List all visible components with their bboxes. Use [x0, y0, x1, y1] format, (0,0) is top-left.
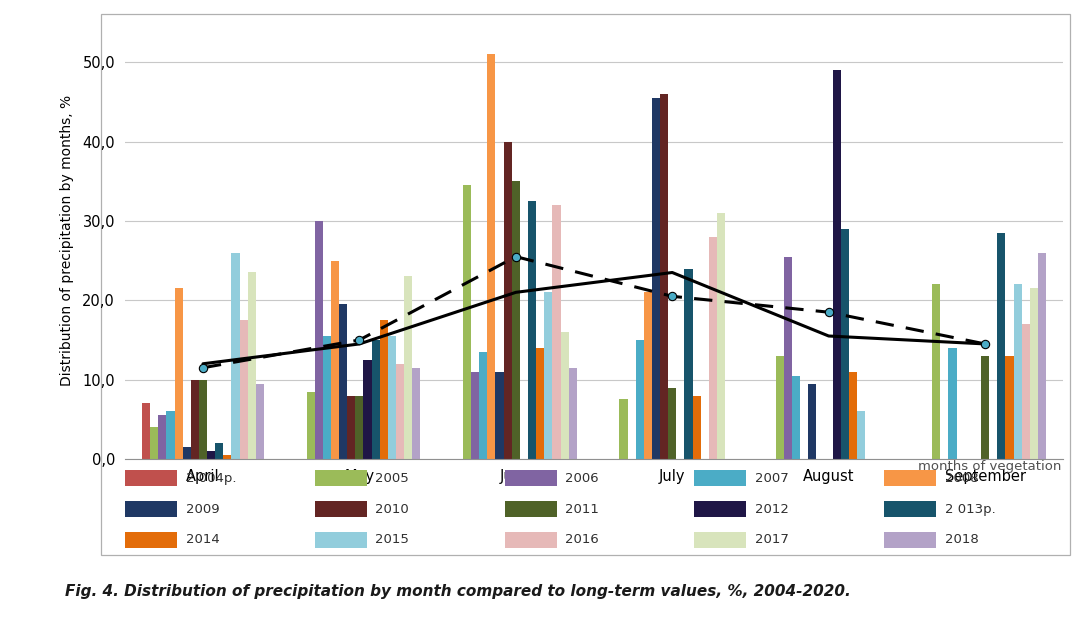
Text: 2005: 2005 — [375, 472, 409, 485]
Bar — [331, 261, 340, 459]
Bar — [150, 428, 158, 459]
Bar — [709, 237, 717, 459]
Bar — [792, 376, 801, 459]
Bar — [207, 451, 215, 459]
Bar — [981, 356, 990, 459]
Bar — [652, 98, 660, 459]
Bar — [848, 372, 857, 459]
Bar — [396, 364, 404, 459]
Bar — [404, 277, 412, 459]
Bar — [315, 221, 323, 459]
Bar — [240, 320, 247, 459]
Bar — [158, 415, 166, 459]
Text: 2008: 2008 — [945, 472, 979, 485]
Bar — [496, 372, 503, 459]
Bar — [503, 141, 512, 459]
Bar — [997, 233, 1006, 459]
Bar — [685, 268, 692, 459]
Bar — [340, 304, 347, 459]
Text: 2014: 2014 — [186, 534, 219, 546]
Text: 2 004p.: 2 004p. — [186, 472, 237, 485]
Bar — [323, 336, 331, 459]
Bar — [412, 368, 420, 459]
Bar — [692, 395, 701, 459]
Bar — [480, 352, 487, 459]
Bar — [536, 348, 545, 459]
Bar — [166, 412, 175, 459]
Bar — [1038, 253, 1046, 459]
Text: 2018: 2018 — [945, 534, 979, 546]
Text: 2015: 2015 — [375, 534, 409, 546]
Bar — [199, 379, 207, 459]
Bar — [545, 292, 552, 459]
Bar — [387, 336, 396, 459]
Bar — [660, 94, 668, 459]
Bar — [620, 399, 627, 459]
Bar — [191, 379, 199, 459]
Bar — [832, 70, 841, 459]
Text: 2010: 2010 — [375, 503, 409, 516]
Bar — [948, 348, 957, 459]
Bar — [487, 54, 496, 459]
Bar — [215, 443, 224, 459]
Bar — [808, 384, 817, 459]
Bar — [569, 368, 577, 459]
Bar — [932, 284, 941, 459]
Bar — [247, 272, 256, 459]
Bar — [347, 395, 356, 459]
Bar — [380, 320, 387, 459]
Text: 2012: 2012 — [755, 503, 789, 516]
Bar — [182, 447, 191, 459]
Y-axis label: Distribution of precipitation by months, %: Distribution of precipitation by months,… — [60, 95, 74, 386]
Bar — [1022, 324, 1030, 459]
Bar — [841, 229, 848, 459]
Text: 2009: 2009 — [186, 503, 219, 516]
Bar — [1013, 284, 1022, 459]
Text: 2 013p.: 2 013p. — [945, 503, 996, 516]
Text: 2016: 2016 — [565, 534, 599, 546]
Bar — [512, 181, 520, 459]
Bar — [643, 292, 652, 459]
Bar — [1006, 356, 1013, 459]
Bar — [1030, 288, 1038, 459]
Text: 2007: 2007 — [755, 472, 789, 485]
Bar — [528, 201, 536, 459]
Bar — [471, 372, 480, 459]
Bar — [463, 185, 471, 459]
Bar — [142, 403, 150, 459]
Bar — [717, 213, 725, 459]
Text: 2017: 2017 — [755, 534, 789, 546]
Bar — [224, 455, 231, 459]
Text: 2011: 2011 — [565, 503, 599, 516]
Bar — [668, 388, 676, 459]
Bar — [784, 257, 792, 459]
Text: Fig. 4. Distribution of precipitation by month compared to long-term values, %, : Fig. 4. Distribution of precipitation by… — [65, 584, 851, 599]
Bar — [231, 253, 240, 459]
Bar — [307, 392, 315, 459]
Bar — [857, 412, 865, 459]
Bar — [175, 288, 182, 459]
Bar — [776, 356, 784, 459]
Text: months of vegetation: months of vegetation — [918, 460, 1061, 473]
Bar — [552, 205, 561, 459]
Bar — [636, 340, 643, 459]
Text: 2006: 2006 — [565, 472, 599, 485]
Bar — [256, 384, 264, 459]
Bar — [371, 340, 380, 459]
Bar — [561, 332, 569, 459]
Bar — [356, 395, 363, 459]
Bar — [363, 360, 371, 459]
